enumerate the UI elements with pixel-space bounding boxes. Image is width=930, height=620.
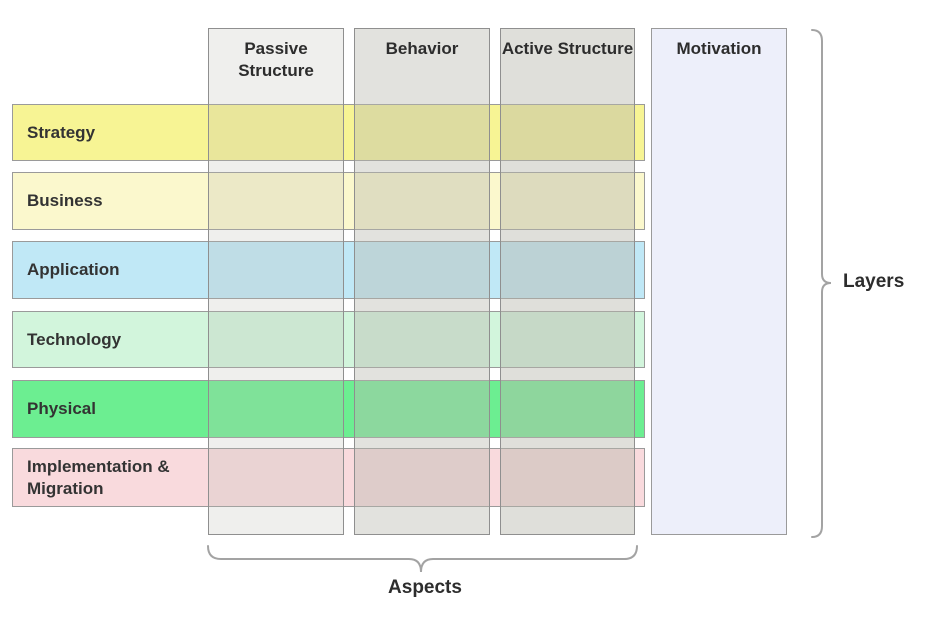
column-passive-structure: Passive Structure	[208, 28, 344, 535]
row-strategy-label: Strategy	[27, 122, 96, 142]
row-business-label: Business	[27, 191, 103, 211]
row-technology-label: Technology	[27, 329, 122, 349]
row-physical: Physical	[12, 380, 645, 438]
row-physical-label: Physical	[27, 399, 96, 419]
column-active-structure: Active Structure	[500, 28, 635, 535]
row-application: Application	[12, 241, 645, 299]
column-behavior: Behavior	[354, 28, 490, 535]
row-implementation-migration: Implementation & Migration	[12, 448, 645, 507]
column-active-structure-label: Active Structure	[501, 39, 634, 58]
layers-brace	[811, 29, 832, 538]
column-behavior-label: Behavior	[385, 39, 459, 58]
row-application-label: Application	[27, 260, 120, 280]
column-passive-structure-label: Passive Structure	[238, 39, 314, 81]
row-implementation-migration-label: Implementation & Migration	[27, 457, 170, 498]
row-strategy: Strategy	[12, 104, 645, 161]
row-business: Business	[12, 172, 645, 230]
layers-annotation: Layers	[843, 271, 905, 292]
column-motivation-label: Motivation	[676, 39, 762, 58]
row-technology: Technology	[12, 311, 645, 368]
column-motivation: Motivation	[651, 28, 787, 535]
aspects-annotation: Aspects	[388, 577, 462, 598]
aspects-brace	[207, 545, 638, 573]
